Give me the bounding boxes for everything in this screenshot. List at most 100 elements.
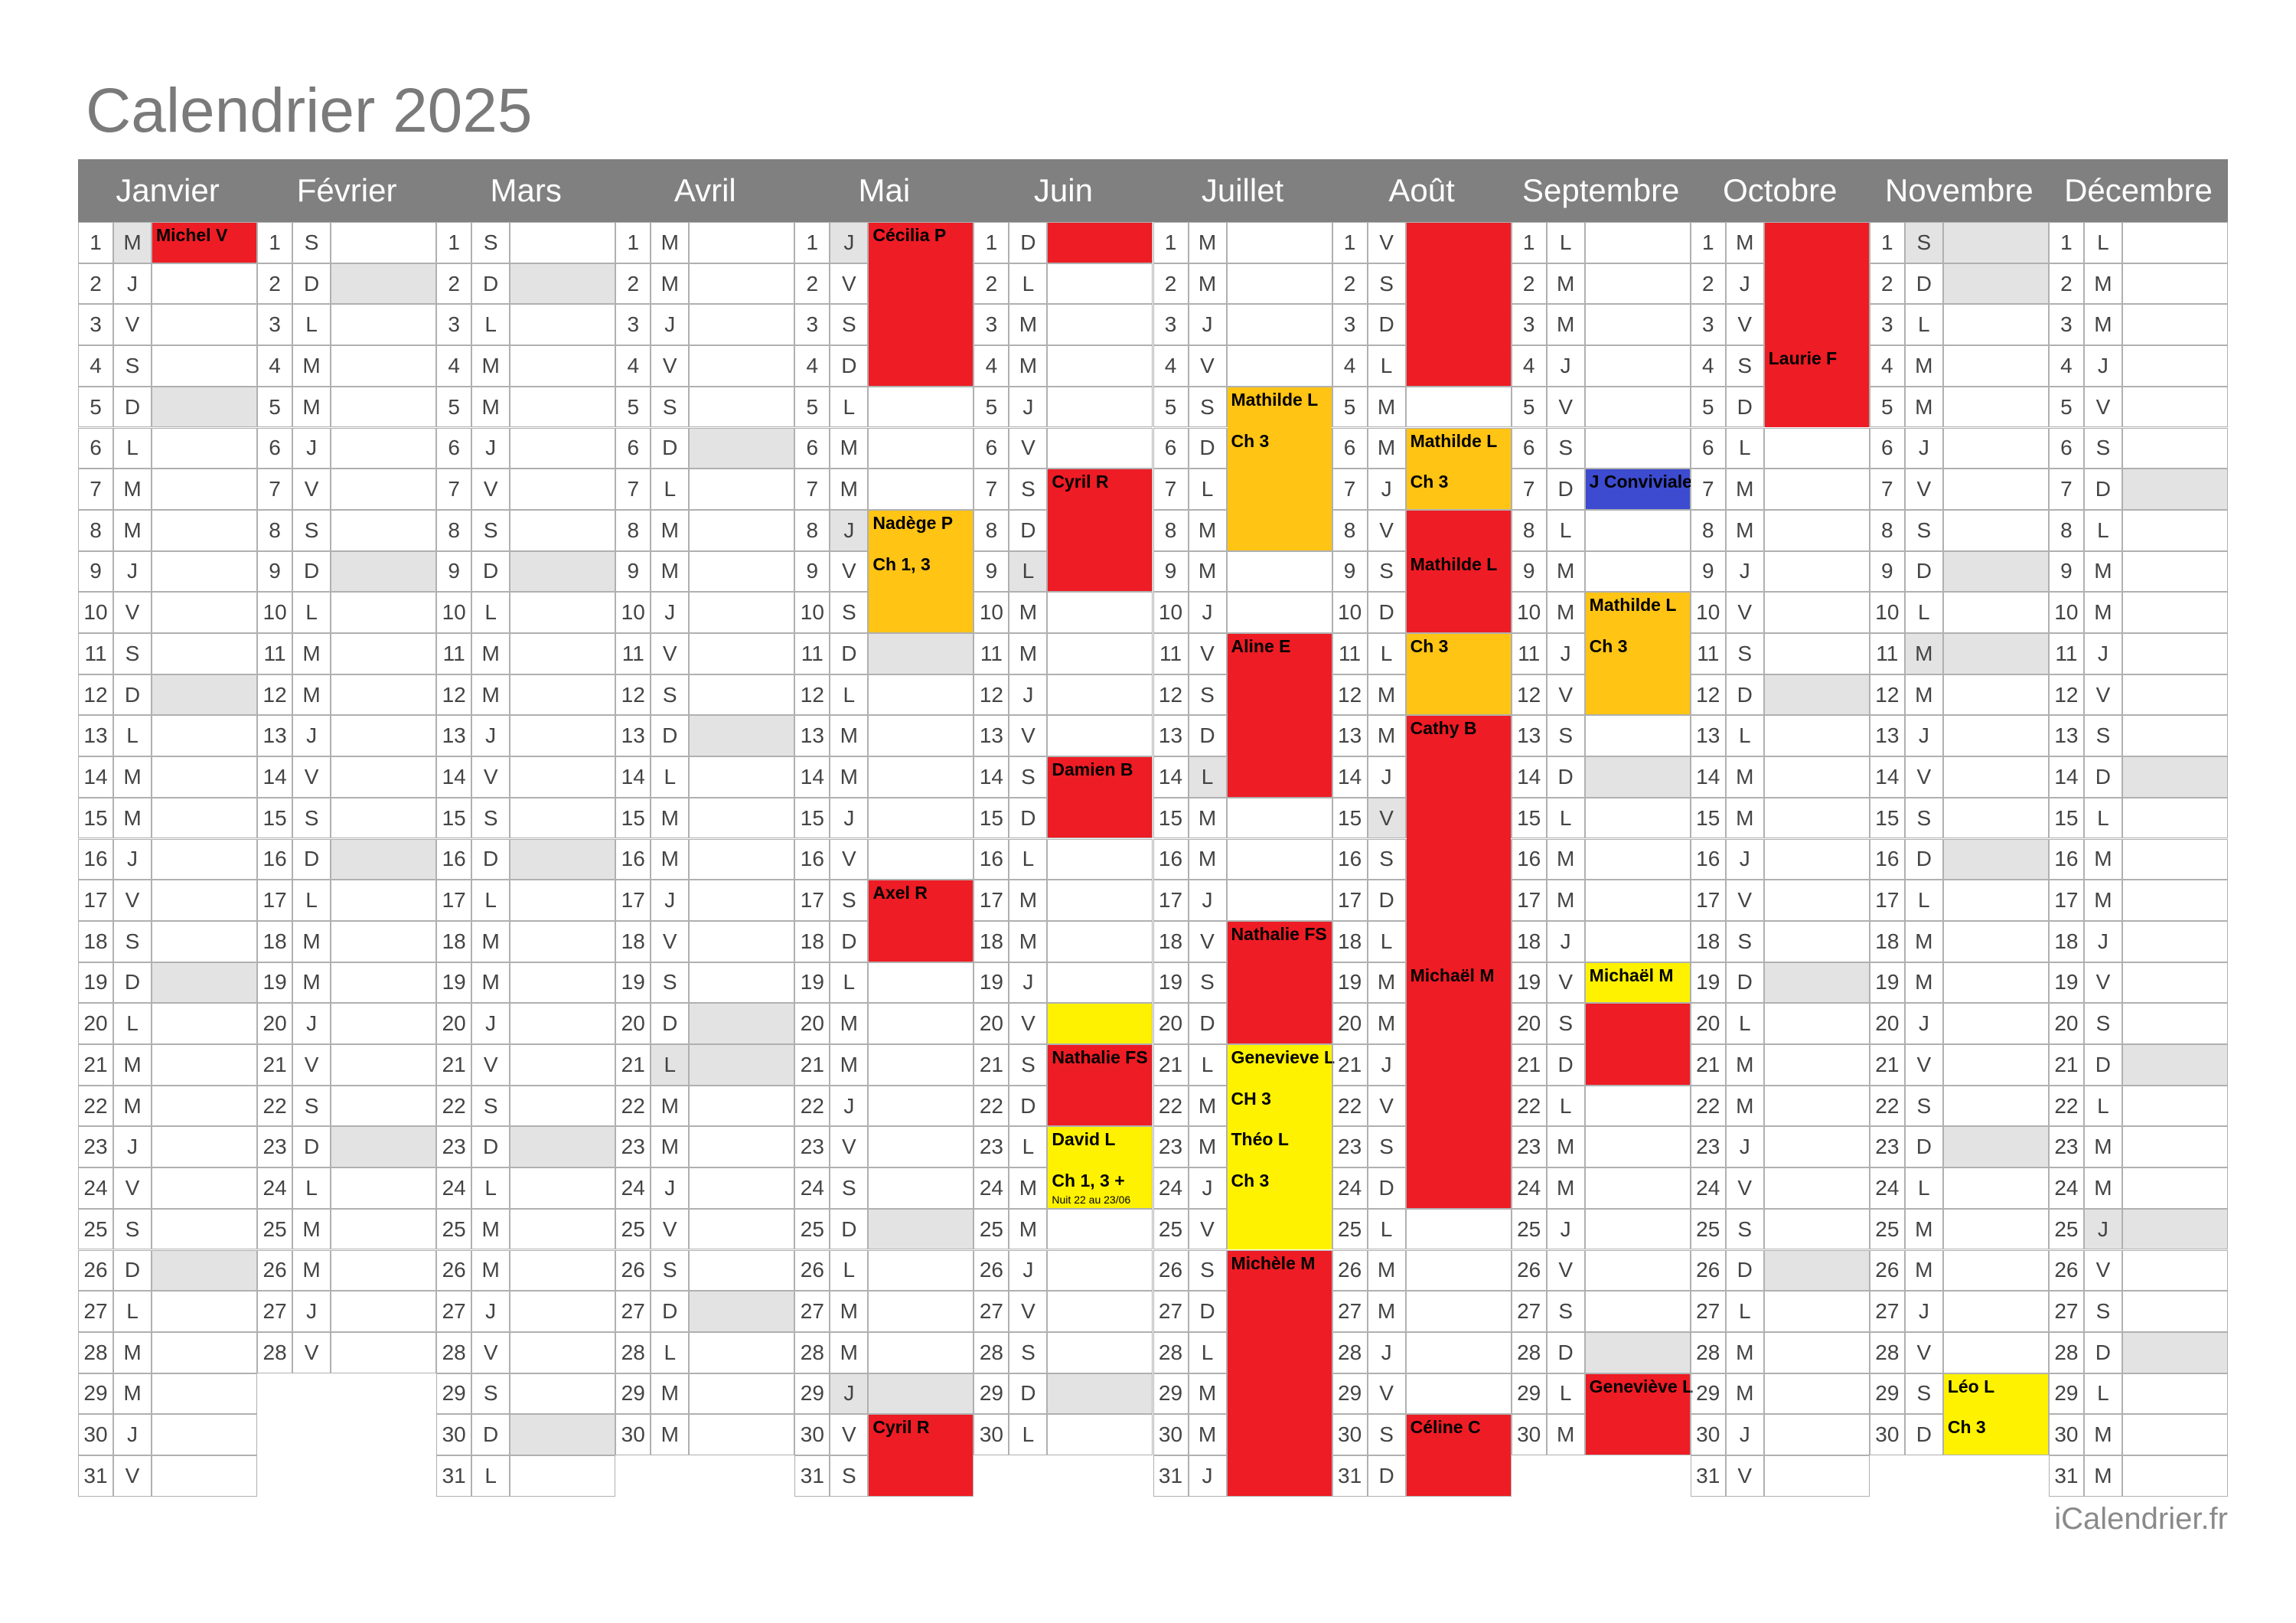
day-number: 7 (974, 469, 1009, 510)
day-number: 18 (794, 920, 830, 962)
day-note (2122, 222, 2228, 263)
day-number: 27 (1690, 1291, 1726, 1332)
day-letter: M (1188, 263, 1227, 305)
day-note (510, 715, 616, 757)
day-note (331, 550, 437, 593)
day-note (1763, 1085, 1870, 1127)
day-letter: D (830, 633, 869, 674)
day-note (1942, 674, 2049, 716)
day-note (2122, 1455, 2228, 1497)
day-number: 19 (1332, 962, 1368, 1004)
day-note (510, 427, 616, 469)
day-number: 9 (1869, 550, 1905, 593)
day-note (331, 633, 437, 674)
day-note (1942, 633, 2049, 674)
day-letter: D (1904, 838, 1943, 880)
day-letter: V (1367, 509, 1406, 551)
day-note (1226, 880, 1332, 921)
day-number: 3 (2048, 304, 2084, 346)
day-number: 9 (436, 550, 472, 593)
day-letter: V (1546, 674, 1585, 716)
day-number: 2 (1869, 263, 1905, 305)
day-letter: J (1725, 263, 1764, 305)
month-name: Janvier (116, 172, 220, 208)
day-number: 17 (1690, 880, 1726, 921)
day-letter: M (1546, 263, 1585, 305)
day-number: 13 (1690, 715, 1726, 757)
day-note (510, 1044, 616, 1086)
day-letter: S (1188, 386, 1227, 428)
day-note (152, 1331, 258, 1373)
day-number: 14 (78, 756, 113, 798)
day-letter: M (830, 715, 869, 757)
day-letter: V (1367, 1373, 1406, 1415)
day-letter: D (292, 1126, 331, 1168)
day-letter: J (1367, 469, 1406, 510)
day-letter: M (292, 920, 331, 962)
day-letter: L (1009, 1414, 1048, 1455)
day-number: 21 (1690, 1044, 1726, 1086)
day-letter: S (1725, 1208, 1764, 1250)
month-name: Novembre (1884, 172, 2033, 208)
day-letter: J (651, 880, 690, 921)
event (1048, 1004, 1153, 1043)
day-letter: D (1367, 592, 1406, 633)
day-number: 10 (1511, 592, 1547, 633)
day-number: 1 (1511, 222, 1547, 263)
day-number: 8 (615, 509, 651, 551)
day-letter: V (1009, 1003, 1048, 1044)
day-note (1584, 222, 1691, 263)
day-number: 5 (1869, 386, 1905, 428)
day-number: 16 (257, 838, 293, 880)
day-letter: L (1546, 509, 1585, 551)
day-note (152, 345, 258, 387)
day-number: 3 (974, 304, 1009, 346)
event-label: Mathilde L (1410, 554, 1498, 574)
event-label: Céline C (1410, 1417, 1481, 1438)
day-note (152, 633, 258, 674)
day-number: 21 (615, 1044, 651, 1086)
day-note (510, 1373, 616, 1415)
day-letter: L (1904, 304, 1943, 346)
day-number: 28 (615, 1331, 651, 1373)
day-note (152, 962, 258, 1004)
day-number: 25 (1690, 1208, 1726, 1250)
day-note (152, 1208, 258, 1250)
event (869, 223, 974, 386)
day-number: 7 (1153, 469, 1189, 510)
day-note (331, 386, 437, 428)
day-number: 13 (1869, 715, 1905, 757)
day-number: 16 (974, 838, 1009, 880)
day-note (1763, 509, 1870, 551)
day-letter: V (113, 1455, 152, 1497)
day-number: 6 (974, 427, 1009, 469)
event (869, 1415, 974, 1496)
day-letter: M (1009, 920, 1048, 962)
day-number: 17 (1869, 880, 1905, 921)
day-number: 3 (1869, 304, 1905, 346)
day-letter: L (830, 674, 869, 716)
day-letter: M (1188, 550, 1227, 593)
day-number: 22 (794, 1085, 830, 1127)
day-letter: M (830, 469, 869, 510)
day-note (868, 1003, 974, 1044)
day-number: 11 (974, 633, 1009, 674)
day-number: 31 (794, 1455, 830, 1497)
event (1406, 1415, 1511, 1496)
day-number: 21 (257, 1044, 293, 1086)
event-label: Cathy B (1410, 718, 1477, 739)
day-letter: D (1546, 1044, 1585, 1086)
day-number: 25 (794, 1208, 830, 1250)
event-label: Nuit 22 au 23/06 (1052, 1194, 1131, 1207)
day-letter: V (471, 1331, 510, 1373)
day-number: 20 (78, 1003, 113, 1044)
day-note (1405, 1331, 1512, 1373)
day-number: 1 (1332, 222, 1368, 263)
day-number: 7 (1511, 469, 1547, 510)
day-number: 1 (436, 222, 472, 263)
day-letter: J (2083, 1208, 2122, 1250)
day-letter: L (2083, 509, 2122, 551)
day-number: 17 (436, 880, 472, 921)
event-label: CH 3 (1231, 1088, 1271, 1109)
day-note (152, 1167, 258, 1209)
